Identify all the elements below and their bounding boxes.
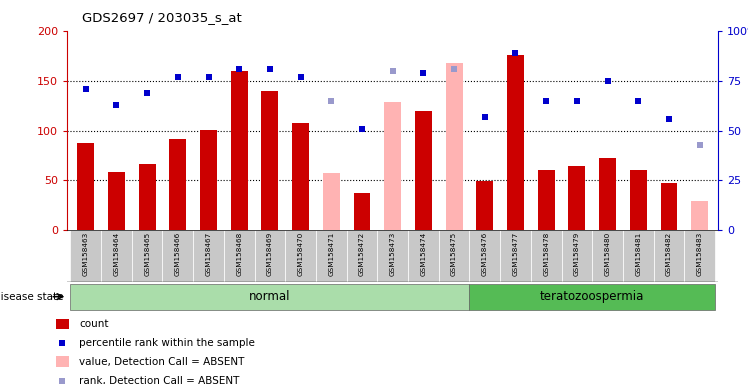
Bar <box>262 91 278 230</box>
Text: GSM158468: GSM158468 <box>236 232 242 276</box>
Bar <box>599 157 616 230</box>
Bar <box>323 174 340 230</box>
Text: GSM158474: GSM158474 <box>420 232 426 276</box>
Text: GSM158478: GSM158478 <box>543 232 549 276</box>
Text: GSM158467: GSM158467 <box>206 232 212 276</box>
Text: GSM158471: GSM158471 <box>328 232 334 276</box>
Text: GSM158475: GSM158475 <box>451 232 457 276</box>
Bar <box>138 164 156 230</box>
Bar <box>531 230 562 282</box>
Bar <box>660 184 678 230</box>
Text: value, Detection Call = ABSENT: value, Detection Call = ABSENT <box>79 357 245 367</box>
Bar <box>684 230 715 282</box>
Bar <box>101 230 132 282</box>
Bar <box>408 230 439 282</box>
Bar <box>231 71 248 230</box>
Bar <box>377 230 408 282</box>
Bar <box>592 230 623 282</box>
Text: rank, Detection Call = ABSENT: rank, Detection Call = ABSENT <box>79 376 239 384</box>
Text: GSM158463: GSM158463 <box>83 232 89 276</box>
Bar <box>316 230 346 282</box>
Bar <box>292 122 309 230</box>
Text: GSM158481: GSM158481 <box>635 232 641 276</box>
Bar <box>623 230 654 282</box>
Text: GSM158469: GSM158469 <box>267 232 273 276</box>
Bar <box>568 166 586 230</box>
Bar <box>193 230 224 282</box>
Bar <box>354 194 370 230</box>
Text: GSM158473: GSM158473 <box>390 232 396 276</box>
Bar <box>56 319 70 329</box>
Bar <box>415 111 432 230</box>
Bar <box>476 182 493 230</box>
Bar <box>162 230 193 282</box>
Bar <box>224 230 254 282</box>
Bar <box>70 284 470 310</box>
Bar <box>470 230 500 282</box>
Bar <box>77 142 94 230</box>
Text: GSM158477: GSM158477 <box>512 232 518 276</box>
Text: GSM158479: GSM158479 <box>574 232 580 276</box>
Bar <box>439 230 470 282</box>
Bar <box>108 172 125 230</box>
Bar <box>562 230 592 282</box>
Text: GSM158472: GSM158472 <box>359 232 365 276</box>
Text: GDS2697 / 203035_s_at: GDS2697 / 203035_s_at <box>82 12 242 25</box>
Bar <box>56 356 70 367</box>
Bar <box>346 230 377 282</box>
Bar <box>285 230 316 282</box>
Bar <box>446 63 462 230</box>
Text: disease state: disease state <box>0 291 64 302</box>
Text: normal: normal <box>249 290 291 303</box>
Text: GSM158482: GSM158482 <box>666 232 672 276</box>
Text: GSM158466: GSM158466 <box>175 232 181 276</box>
Bar <box>470 284 715 310</box>
Bar <box>507 55 524 230</box>
Bar <box>254 230 285 282</box>
Text: GSM158480: GSM158480 <box>604 232 610 276</box>
Bar <box>500 230 531 282</box>
Bar <box>384 102 401 230</box>
Bar <box>691 202 708 230</box>
Text: GSM158476: GSM158476 <box>482 232 488 276</box>
Text: GSM158465: GSM158465 <box>144 232 150 276</box>
Text: teratozoospermia: teratozoospermia <box>540 290 645 303</box>
Bar <box>132 230 162 282</box>
Bar <box>70 230 101 282</box>
Text: GSM158483: GSM158483 <box>696 232 702 276</box>
Bar <box>654 230 684 282</box>
Bar <box>200 129 217 230</box>
Bar <box>630 170 647 230</box>
Bar <box>538 170 554 230</box>
Text: count: count <box>79 319 108 329</box>
Bar <box>169 139 186 230</box>
Text: GSM158470: GSM158470 <box>298 232 304 276</box>
Text: GSM158464: GSM158464 <box>114 232 120 276</box>
Text: percentile rank within the sample: percentile rank within the sample <box>79 338 255 348</box>
